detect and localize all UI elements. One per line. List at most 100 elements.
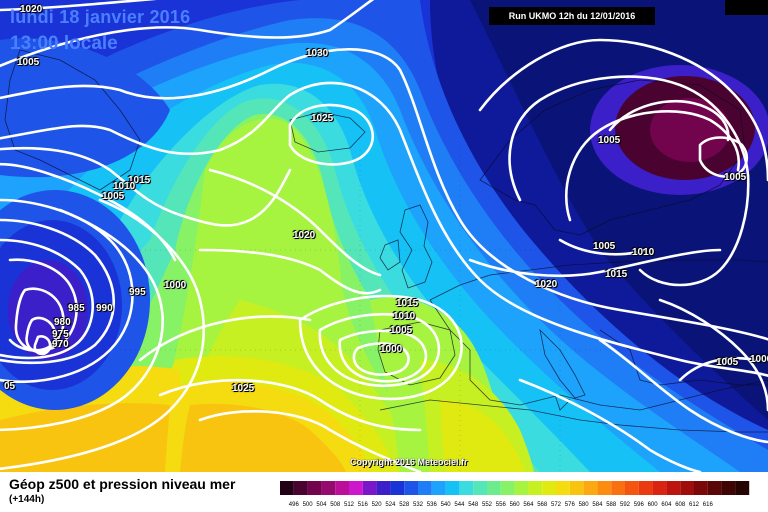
copyright-text: Copyright 2016 Meteociel.fr	[350, 457, 468, 467]
legend-tick-label: 580	[579, 502, 590, 508]
legend-swatch	[721, 481, 736, 495]
coastlines	[4, 49, 768, 433]
isobar-label: 1005	[716, 357, 739, 368]
legend-tick-label: 540	[441, 502, 452, 508]
legend-swatch	[542, 481, 556, 495]
legend-swatch	[514, 481, 529, 495]
legend-tick-label: 608	[675, 502, 686, 508]
legend-tick-label: 612	[689, 502, 700, 508]
legend-swatch	[349, 481, 363, 495]
legend-swatch	[335, 481, 349, 495]
model-run-label: Run UKMO 12h du 12/01/2016	[489, 7, 655, 25]
isobar-label: 1000	[380, 344, 403, 355]
legend-tick-label: 600	[648, 502, 659, 508]
legend-tick-label: 572	[551, 502, 562, 508]
legend-tick-label: 544	[454, 502, 465, 508]
isobar-label-layer: 1020 1005 1030 1025 1015 1010 1005 1020 1000 995 9…	[4, 4, 768, 394]
legend-swatch	[500, 481, 515, 495]
legend-swatch	[404, 481, 418, 495]
legend-swatch	[569, 481, 584, 495]
legend-swatch	[418, 481, 432, 495]
legend-tick-label: 500	[303, 502, 314, 508]
isobar-label: 970	[52, 339, 69, 350]
isobar-label: 1020	[20, 4, 43, 15]
legend-swatch	[445, 481, 460, 495]
legend-swatch	[707, 481, 722, 495]
legend-tick-label: 516	[358, 502, 369, 508]
legend-tick-label: 532	[413, 502, 424, 508]
isobar-label: 1025	[232, 383, 255, 394]
isobar-label: 1005	[598, 135, 621, 146]
isobar-label: 1005	[17, 57, 40, 68]
isobar-label: 1025	[311, 113, 334, 124]
legend-tick-label: 560	[510, 502, 521, 508]
legend-swatch	[680, 481, 694, 495]
isobar-label: 1005	[593, 241, 616, 252]
legend-tick-label: 528	[399, 502, 410, 508]
legend-swatch	[473, 481, 487, 495]
forecast-date: lundi 18 janvier 2016	[10, 7, 191, 27]
legend-swatch	[638, 481, 653, 495]
legend-tick-label: 584	[592, 502, 603, 508]
isobar-label: 990	[96, 303, 113, 314]
isobar-label: 1010	[393, 311, 416, 322]
isobar-label: 1015	[605, 269, 628, 280]
isobar-label: 975	[52, 329, 69, 340]
isobar-label: 05	[4, 381, 16, 392]
legend-tick-label: 552	[482, 502, 493, 508]
legend-swatch	[652, 481, 667, 495]
product-title: Géop z500 et pression niveau mer	[9, 476, 236, 492]
legend-tick-label: 524	[385, 502, 396, 508]
legend-swatch	[556, 481, 570, 495]
legend-swatch	[528, 481, 543, 495]
isobar-label: 1015	[396, 298, 419, 309]
legend-swatch	[487, 481, 501, 495]
isobar-label: 1005	[390, 325, 413, 336]
legend-swatch	[280, 481, 294, 495]
isobar-label: 1030	[306, 48, 329, 59]
legend-tick-label: 536	[427, 502, 438, 508]
legend-tick-label: 556	[496, 502, 507, 508]
legend-tick-label: 596	[634, 502, 645, 508]
legend-tick-label: 520	[372, 502, 383, 508]
legend-tick-label: 548	[468, 502, 479, 508]
isobar-label: 980	[54, 317, 71, 328]
isobar-label: 1005	[724, 172, 747, 183]
legend-tick-label: 588	[606, 502, 617, 508]
legend-swatch	[597, 481, 612, 495]
legend-swatch	[666, 481, 681, 495]
legend-tick-label: 564	[523, 502, 534, 508]
isobar-label: 1020	[293, 230, 316, 241]
legend-swatch	[611, 481, 625, 495]
legend-swatch	[390, 481, 405, 495]
legend-tick-label: 576	[565, 502, 576, 508]
weather-map	[0, 0, 768, 472]
isobar-label: 1000	[750, 354, 768, 365]
isobar-label: 985	[68, 303, 85, 314]
legend-tick-label: 512	[344, 502, 355, 508]
geopotential-field	[0, 0, 768, 472]
legend-swatch	[376, 481, 391, 495]
legend-tick-label: 496	[289, 502, 300, 508]
isobar-label: 1020	[535, 279, 558, 290]
lead-time: (+144h)	[9, 494, 45, 505]
legend-tick-label: 568	[537, 502, 548, 508]
isobar-label: 995	[129, 287, 146, 298]
isobar-label: 1010	[113, 181, 136, 192]
legend-tick-label: 508	[330, 502, 341, 508]
legend-swatch	[583, 481, 598, 495]
legend-tick-label: 592	[620, 502, 631, 508]
legend-tick-label: 504	[316, 502, 327, 508]
legend-swatch	[735, 481, 750, 495]
isobar-label: 1015	[128, 175, 151, 186]
isobar-label: 1005	[102, 191, 125, 202]
corner-block	[725, 0, 768, 15]
legend-swatch	[694, 481, 708, 495]
color-scale-legend: 496 500 504 508 512 516 520 524 528 532 536 540 544 5…	[280, 481, 750, 508]
forecast-local-time: 13:00 locale	[10, 33, 118, 54]
legend-swatch	[293, 481, 308, 495]
legend-swatch	[362, 481, 377, 495]
legend-swatch	[431, 481, 446, 495]
legend-swatch	[307, 481, 322, 495]
